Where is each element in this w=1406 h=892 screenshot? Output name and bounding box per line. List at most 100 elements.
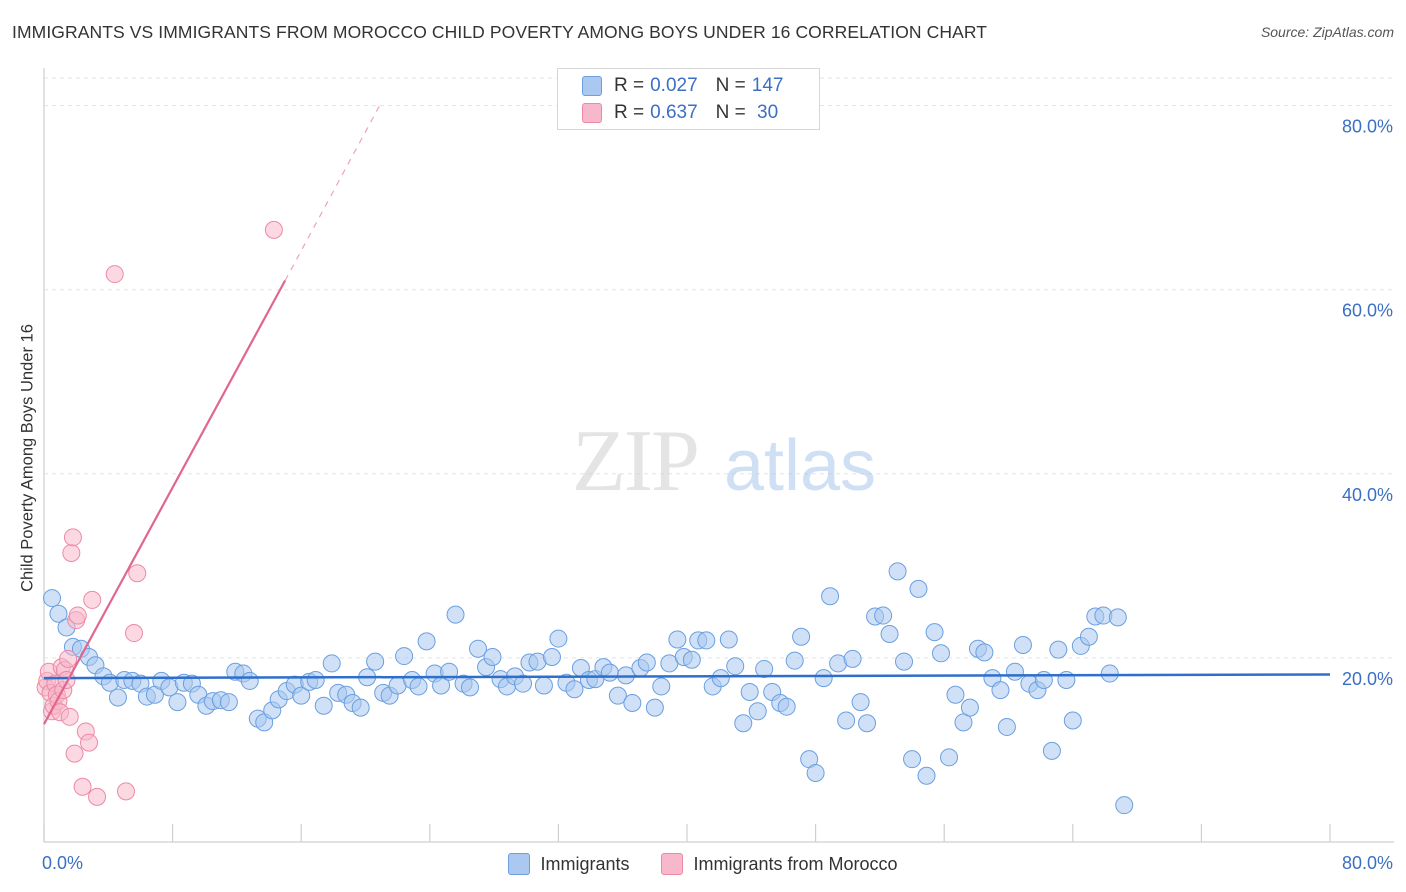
legend-r-value: 0.027 [650,75,698,96]
morocco-point [62,543,81,562]
immigrants-point [565,680,584,699]
immigrants-point [240,671,259,690]
legend-n-label: N = [715,102,746,123]
immigrants-point [1108,608,1127,627]
immigrants-point [888,562,907,581]
immigrants-point [991,681,1010,700]
morocco-point [116,782,135,801]
immigrants-point [821,587,840,606]
immigrants-point [219,693,238,712]
morocco-point [83,590,102,609]
immigrants-point [417,632,436,651]
immigrants-point [637,653,656,672]
morocco-point [73,777,92,796]
legend-r-label: R = [614,102,645,123]
immigrants-point [851,693,870,712]
immigrants-point [366,652,385,671]
immigrants-point [909,579,928,598]
legend-row-immigrants: R = 0.027 N = 147 [582,73,783,99]
y-tick-label: 80.0% [1342,117,1393,137]
immigrants-point [542,647,561,666]
tick-labels: 20.0% 40.0% 60.0% 80.0% 0.0% 80.0% [42,117,1393,873]
immigrants-point [903,750,922,769]
immigrants-point [608,686,627,705]
morocco-trend-extension [284,101,383,281]
points-layer [36,220,1134,815]
legend-r-value: 0.637 [650,102,698,123]
morocco-point [63,528,82,547]
series-legend-immigrants: Immigrants [508,853,629,875]
legend-swatch-blue [582,76,602,96]
immigrants-point [740,682,759,701]
immigrants-trend-line [43,673,1331,680]
trend-layer [43,101,1331,725]
immigrants-point [719,630,738,649]
immigrants-point [880,624,899,643]
immigrants-point [1079,627,1098,646]
immigrants-point [514,674,533,693]
immigrants-point [395,647,414,666]
series-name-morocco: Immigrants from Morocco [693,853,898,874]
immigrants-point [837,711,856,730]
immigrants-point [1013,636,1032,655]
morocco-point [125,624,144,643]
chart-title: IMMIGRANTS VS IMMIGRANTS FROM MOROCCO CH… [12,22,988,42]
immigrants-point [858,714,877,733]
series-swatch-blue [508,853,531,875]
immigrants-point [806,763,825,782]
morocco-trend-line [43,279,287,725]
immigrants-point [925,623,944,642]
immigrants-point [1005,662,1024,681]
immigrants-point [748,702,767,721]
immigrants-point [351,698,370,717]
immigrants-point [726,657,745,676]
legend-row-morocco: R = 0.637 N = 30 [582,100,778,126]
immigrants-point [483,647,502,666]
y-tick-label: 60.0% [1342,301,1393,321]
immigrants-point [975,643,994,662]
series-legend: Immigrants Immigrants from Morocco [0,852,1406,876]
immigrants-point [409,677,428,696]
immigrants-point [1042,741,1061,760]
immigrants-point [108,688,127,707]
immigrants-point [1115,796,1134,815]
immigrants-point [940,748,959,767]
immigrants-point [469,639,488,658]
immigrants-point [652,677,671,696]
immigrants-point [168,693,187,712]
immigrants-point [645,698,664,717]
immigrants-point [946,685,965,704]
immigrants-point [792,627,811,646]
grid-layer [44,77,1394,659]
immigrants-point [1063,711,1082,730]
immigrants-point [306,670,325,689]
immigrants-point [322,654,341,673]
legend-n-value: 147 [751,75,784,96]
morocco-point [80,733,99,752]
y-tick-label: 40.0% [1342,485,1393,505]
immigrants-point [600,663,619,682]
immigrants-point [997,717,1016,736]
series-name-immigrants: Immigrants [540,853,630,874]
immigrants-point [755,659,774,678]
watermark-atlas: atlas [724,426,876,506]
morocco-point [105,265,124,284]
axes-layer [43,68,1394,843]
immigrants-point [292,686,311,705]
morocco-point [264,220,283,239]
immigrants-point [314,696,333,715]
morocco-point [60,707,79,726]
y-tick-label: 20.0% [1342,669,1393,689]
immigrants-point [843,649,862,668]
series-legend-morocco: Immigrants from Morocco [661,853,898,875]
x-tick-label: 80.0% [1342,853,1393,873]
immigrants-point [623,694,642,713]
y-axis-label: Child Poverty Among Boys Under 16 [18,324,37,592]
immigrants-point [777,697,796,716]
immigrants-point [814,669,833,688]
immigrants-point [711,669,730,688]
immigrants-point [960,698,979,717]
morocco-point [88,787,107,806]
morocco-point [68,606,87,625]
